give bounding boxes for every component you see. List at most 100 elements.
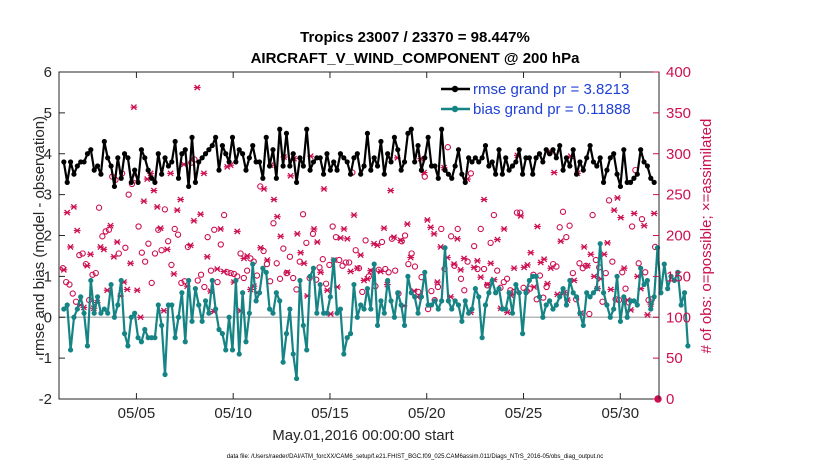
bias-point [681,290,688,296]
rmse-point [148,175,155,181]
bias-point [253,298,259,304]
rmse-point [358,171,364,177]
bias-point [209,277,215,284]
rmse-point [395,147,401,153]
bias-point [550,306,556,312]
chart-title-line2: AIRCRAFT_V_WIND_COMPONENT @ 200 hPa [251,50,581,67]
obs-assimilated-marker [630,210,638,217]
obs-assimilated-marker [534,223,541,230]
rmse-point [482,142,489,149]
obs-assimilated-marker [557,238,565,245]
rmse-point [162,155,168,161]
y-left-tick-label: 0 [44,309,52,326]
bias-point [213,306,219,312]
bias-point [503,306,509,312]
bias-point [374,322,381,329]
obs-possible-marker [428,287,435,295]
obs-possible-marker [214,278,221,286]
rmse-point [216,167,222,173]
obs-possible-marker [388,235,396,242]
rmse-point [627,179,634,185]
bias-point [557,294,563,300]
obs-possible-marker [405,260,412,268]
obs-possible-marker [102,228,109,235]
rmse-point [641,159,647,165]
obs-possible-marker [359,288,366,296]
obs-possible-marker [237,250,244,257]
obs-possible-marker [329,223,336,230]
bias-point [94,294,101,300]
bias-point [287,306,293,312]
y-axis-label-left: rmse and bias (model - observation) [31,116,48,356]
rmse-point [391,134,398,140]
obs-assimilated-marker [584,262,591,269]
obs-possible-marker [276,275,284,282]
rmse-point [364,130,371,136]
bias-point [546,298,553,304]
rmse-point [587,142,593,149]
bias-point [115,302,121,308]
x-tick-label: 05/10 [214,405,252,422]
obs-assimilated-marker [217,225,224,233]
obs-possible-marker [332,233,340,241]
obs-assimilated-marker [610,207,618,214]
rmse-point [418,167,425,173]
bias-point [543,302,549,308]
bias-point [668,273,674,279]
obs-possible-marker [217,241,224,248]
obs-possible-marker [628,223,636,230]
obs-possible-marker [326,261,333,269]
obs-possible-marker [635,260,642,267]
bias-point [159,322,165,329]
bias-point [573,294,580,300]
obs-assimilated-marker [287,172,295,179]
bias-point [175,314,182,320]
obs-assimilated-marker [150,187,158,194]
obs-assimilated-marker [500,225,508,233]
obs-assimilated-marker [170,270,178,277]
obs-possible-marker [494,267,501,274]
rmse-point [607,155,613,161]
bias-point [415,310,421,316]
obs-possible-marker [286,253,294,260]
rmse-point [439,126,445,132]
bias-point [344,335,350,341]
y-left-tick-label: 5 [44,105,52,122]
obs-assimilated-marker [480,196,488,203]
obs-possible-marker [141,258,149,265]
obs-assimilated-marker [257,244,265,251]
rmse-point [536,151,543,157]
bias-point [111,314,118,320]
obs-possible-marker [438,225,445,233]
obs-possible-marker [559,208,567,215]
rmse-point [557,142,563,149]
rmse-point [111,183,118,190]
bias-point [334,310,340,316]
series-layer [59,84,691,403]
obs-assimilated-marker [470,264,478,271]
bias-point [452,298,458,304]
rmse-point [499,171,505,177]
obs-possible-marker [461,287,468,294]
obs-possible-marker [447,233,455,240]
rmse-point [263,134,269,140]
bias-point [600,290,607,296]
bias-point [516,290,522,296]
obs-possible-marker [500,278,507,286]
obs-possible-marker [125,191,132,198]
y-left-tick-label: 1 [44,268,52,285]
obs-assimilated-marker [377,268,385,275]
rmse-point [543,147,549,153]
obs-assimilated-marker [317,269,325,276]
bias-point [246,310,252,316]
obs-possible-marker [115,250,122,257]
bias-point [422,269,428,275]
rmse-point [300,163,306,169]
y-right-tick-label: 100 [666,309,691,326]
rmse-point [405,130,411,136]
rmse-point [125,155,131,161]
rmse-point [442,167,448,173]
rmse-point [513,159,519,165]
bias-point [540,314,546,320]
legend-rmse-marker [451,85,459,93]
